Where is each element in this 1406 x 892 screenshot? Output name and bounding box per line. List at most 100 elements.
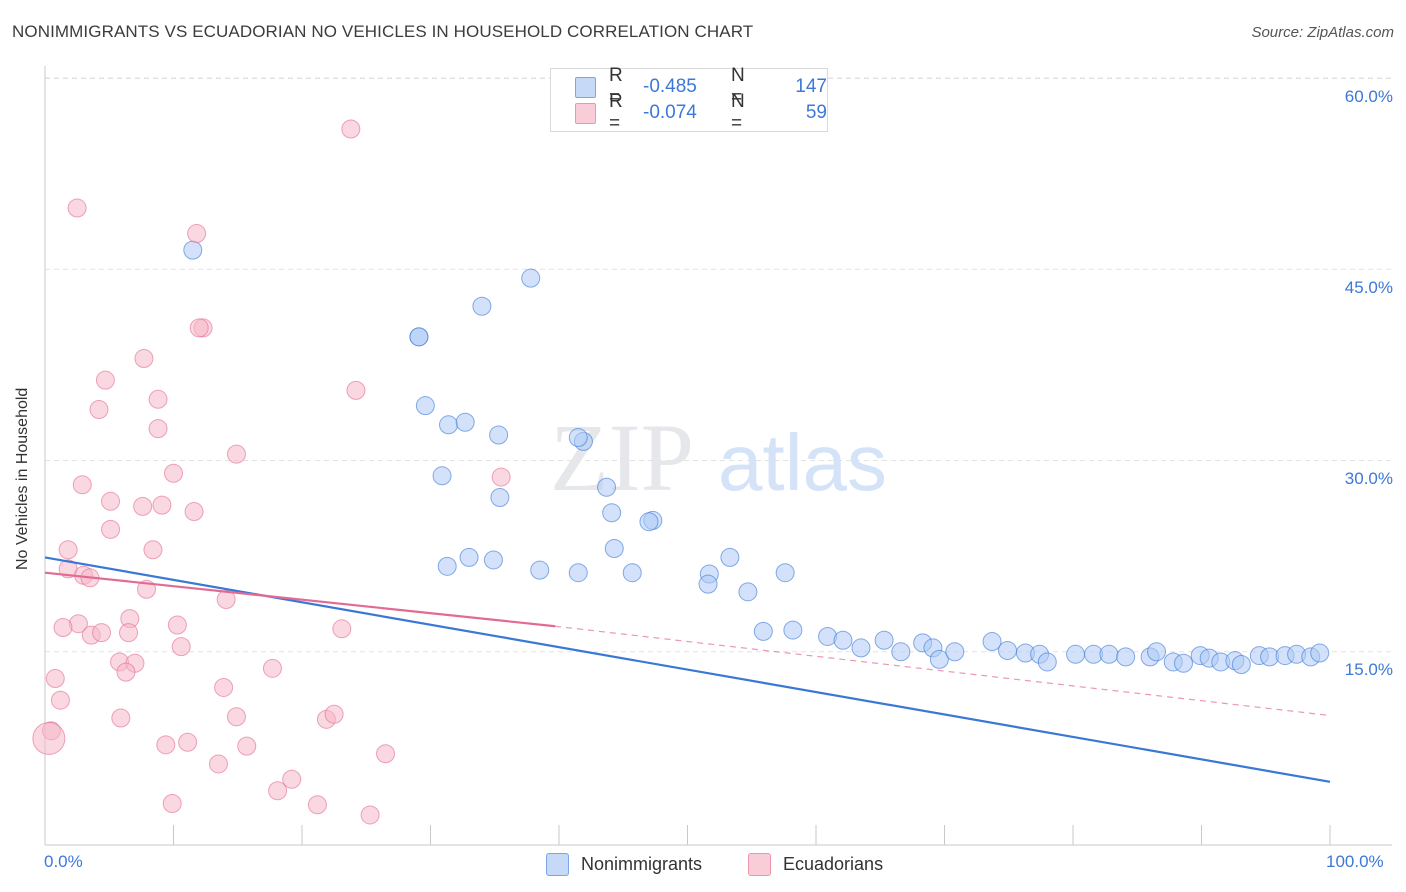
nonimmigrants-point	[530, 560, 550, 580]
ecuadorians-point	[226, 707, 246, 727]
nonimmigrants-point	[472, 296, 492, 316]
ecuadorians-point	[53, 618, 73, 638]
stats-legend: R = -0.485 N = 147 R = -0.074 N = 59	[550, 65, 828, 134]
ecuadorians-point	[164, 463, 183, 483]
x-tick-min: 0.0%	[44, 852, 83, 871]
ecuadorians-point	[346, 380, 366, 400]
chart-title: NONIMMIGRANTS VS ECUADORIAN NO VEHICLES …	[12, 22, 754, 41]
data-points	[32, 119, 1330, 825]
ecuadorians-point	[111, 708, 131, 728]
nonimmigrants-point	[1174, 653, 1194, 673]
ecuadorians-point	[72, 475, 92, 495]
source-label: Source: ZipAtlas.com	[1251, 24, 1394, 41]
ecuadorians-point	[262, 658, 282, 678]
nonimmigrants-point	[622, 563, 642, 583]
nonimmigrants-point	[1099, 644, 1119, 664]
nonimmigrants-point	[409, 327, 429, 347]
ecuadorians-point	[189, 318, 209, 338]
nonimmigrants-point	[639, 512, 659, 532]
y-tick-30: 30.0%	[1344, 469, 1393, 488]
r-value: -0.074	[643, 102, 697, 123]
n-value: 147	[795, 76, 827, 97]
nonimmigrants-point	[602, 503, 622, 523]
nonimmigrants-point	[982, 632, 1002, 652]
legend-label: Ecuadorians	[783, 853, 884, 874]
nonimmigrants-point	[438, 415, 458, 435]
ecuadorians-legend-swatch	[748, 852, 771, 876]
ecuadorians-point	[101, 519, 121, 539]
watermark-zip: ZIP	[550, 404, 694, 511]
nonimmigrants-point	[437, 556, 457, 576]
ecuadorians-point	[208, 754, 228, 774]
ecuadorians-point	[45, 669, 65, 689]
n-label: N =	[731, 91, 745, 134]
nonimmigrants-point	[432, 466, 452, 486]
ecuadorians-point	[148, 389, 168, 409]
ecuadorians-point	[237, 736, 257, 756]
nonimmigrants-point	[568, 428, 588, 448]
legend-item-ecuadorians[interactable]: Ecuadorians	[748, 850, 883, 878]
ecuadorians-point	[152, 495, 172, 515]
n-value: 59	[805, 102, 827, 123]
nonimmigrants-point	[1310, 643, 1330, 663]
nonimmigrants-legend-swatch	[546, 852, 569, 876]
ecuadorians-point	[332, 619, 352, 639]
ecuadorians-point	[92, 623, 112, 643]
nonimmigrants-point	[1147, 642, 1167, 662]
x-tick-max: 100.0%	[1326, 852, 1384, 871]
nonimmigrants-point	[720, 547, 740, 567]
nonimmigrants-point	[783, 620, 803, 640]
y-tick-45: 45.0%	[1344, 278, 1393, 297]
ecuadorians-point	[307, 795, 327, 815]
nonimmigrants-point	[183, 240, 203, 260]
ecuadorians-point	[58, 540, 78, 560]
r-label: R =	[609, 91, 623, 134]
nonimmigrants-point	[568, 563, 588, 583]
ecuadorians-point	[184, 502, 204, 521]
ecuadorians-point	[178, 732, 198, 752]
axes	[44, 66, 1392, 846]
r-label: R =	[609, 65, 623, 108]
nonimmigrants-point	[1116, 647, 1136, 667]
ecuadorians-point	[89, 400, 109, 419]
nonimmigrants-point	[1037, 652, 1057, 672]
ecuadorians-swatch	[575, 103, 596, 124]
trend-lines	[44, 556, 1331, 783]
ecuadorians-point	[50, 690, 70, 710]
y-tick-15: 15.0%	[1344, 660, 1393, 679]
nonimmigrants-point	[874, 630, 894, 650]
r-value: -0.485	[643, 76, 697, 97]
nonimmigrants-point	[891, 642, 911, 662]
ecuadorians-point	[226, 444, 246, 464]
ecuadorians-point	[171, 637, 191, 657]
ecuadorians-point	[216, 589, 236, 609]
nonimmigrants-point	[521, 268, 541, 288]
nonimmigrants-swatch	[575, 77, 596, 98]
watermark-atlas: atlas	[718, 418, 887, 507]
legend-label: Nonimmigrants	[581, 853, 703, 874]
ecuadorians-point	[324, 704, 344, 724]
ecuadorians-point	[282, 769, 302, 789]
nonimmigrants-point	[833, 630, 853, 650]
ecuadorians-point	[95, 370, 115, 390]
ecuadorians-point	[156, 735, 176, 755]
ecuadorians-point	[143, 540, 163, 560]
nonimmigrants-point	[753, 621, 773, 641]
ecuadorians-point	[116, 662, 136, 682]
nonimmigrants-point	[483, 550, 503, 570]
nonimmigrants-point	[415, 396, 435, 416]
ecuadorians-point	[341, 119, 361, 139]
ecuadorians-point	[32, 721, 66, 755]
ecuadorians-point	[268, 781, 288, 801]
ecuadorians-point	[67, 198, 87, 218]
ecuadorians-point	[491, 467, 511, 487]
nonimmigrants-point	[489, 425, 509, 445]
nonimmigrants-point	[738, 582, 758, 602]
legend-item-nonimmigrants[interactable]: Nonimmigrants	[546, 850, 702, 878]
nonimmigrants-point	[851, 638, 871, 658]
ecuadorians-trend-line	[44, 571, 556, 628]
nonimmigrants-point	[490, 487, 510, 507]
nonimmigrants-point	[455, 412, 475, 432]
nonimmigrants-point	[698, 574, 718, 594]
